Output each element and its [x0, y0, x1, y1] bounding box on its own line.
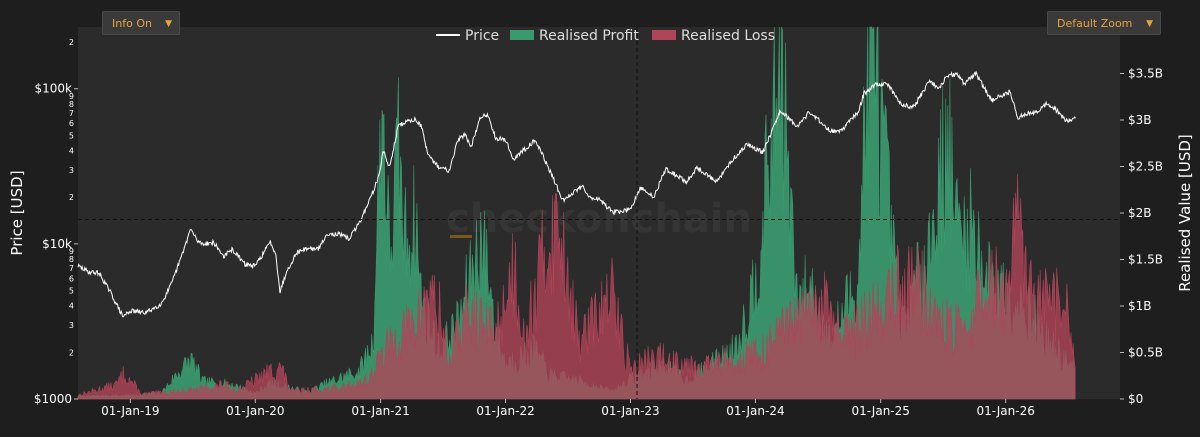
series-line [77, 70, 1076, 318]
y-left-tick-label: $1000 [34, 392, 72, 406]
y-left-minor-label: 9 [69, 92, 74, 101]
legend-label[interactable]: Realised Profit [539, 28, 639, 44]
y-left-minor-label: 6 [69, 274, 74, 283]
zoom-dropdown-label: Default Zoom [1057, 17, 1133, 30]
y-left-minor-label: 4 [69, 302, 74, 311]
y-left-minor-label: 7 [69, 109, 74, 118]
chevron-down-icon: ▼ [165, 19, 172, 29]
series-layer [77, 26, 1076, 400]
y-left-minor-label: 2 [69, 348, 74, 357]
x-tick-label: 01-Jan-24 [726, 404, 784, 418]
y-right-tick-label: $3.5B [1128, 67, 1163, 81]
y-left-minor-label: 5 [69, 287, 74, 296]
chevron-down-icon: ▼ [1146, 19, 1153, 29]
legend-label[interactable]: Realised Loss [681, 28, 775, 44]
y-left-axis-label: Price [USD] [8, 170, 26, 255]
y-left-minor-label: 8 [69, 100, 74, 109]
y-right-tick-label: $2B [1128, 206, 1152, 220]
x-tick-label: 01-Jan-21 [351, 404, 409, 418]
legend-swatch [510, 30, 534, 40]
y-right-tick-label: $0.5B [1128, 346, 1163, 360]
y-left-minor-label: 6 [69, 119, 74, 128]
legend-label[interactable]: Price [465, 28, 499, 44]
axes: 01-Jan-19 01-Jan-20 01-Jan-21 01-Jan-22 01-J… [8, 20, 1194, 418]
y-left-minor-label: 7 [69, 264, 74, 273]
y-left-tick-label: $10k [42, 237, 72, 251]
y-left-minor-label: 4 [69, 146, 74, 155]
info-toggle-label: Info On [112, 17, 152, 30]
crosshair [78, 27, 1120, 399]
y-right-axis-label: Realised Value [USD] [1176, 134, 1194, 292]
y-left-minor-label: 3 [69, 166, 74, 175]
watermark: checkonchain [446, 196, 752, 242]
x-tick-label: 01-Jan-22 [476, 404, 534, 418]
y-right-tick-label: $1.5B [1128, 253, 1163, 267]
x-tick-label: 01-Jan-20 [226, 404, 284, 418]
y-right-tick-label: $3B [1128, 113, 1152, 127]
legend-bar-marker [450, 235, 472, 238]
series-area [77, 174, 1076, 400]
info-toggle-dropdown[interactable]: Info On ▼ [102, 11, 180, 35]
y-left-minor-label: 9 [69, 247, 74, 256]
x-tick-label: 01-Jan-26 [976, 404, 1034, 418]
y-right-tick-label: $0 [1128, 392, 1143, 406]
legend-swatch [652, 30, 676, 40]
y-left-minor-label: 2 [69, 38, 74, 47]
x-tick-label: 01-Jan-19 [101, 404, 159, 418]
x-tick-label: 01-Jan-23 [601, 404, 659, 418]
x-tick-label: 01-Jan-25 [852, 404, 910, 418]
y-left-tick-label: $100k [35, 82, 73, 96]
zoom-dropdown[interactable]: Default Zoom ▼ [1047, 11, 1161, 35]
y-left-minor-label: 5 [69, 131, 74, 140]
y-left-minor-label: 2 [69, 193, 74, 202]
legend[interactable]: Price Realised Profit Realised Loss [436, 28, 775, 44]
y-left-minor-label: 8 [69, 255, 74, 264]
y-right-tick-label: $1B [1128, 299, 1152, 313]
y-right-tick-label: $2.5B [1128, 160, 1163, 174]
y-left-minor-label: 3 [69, 321, 74, 330]
